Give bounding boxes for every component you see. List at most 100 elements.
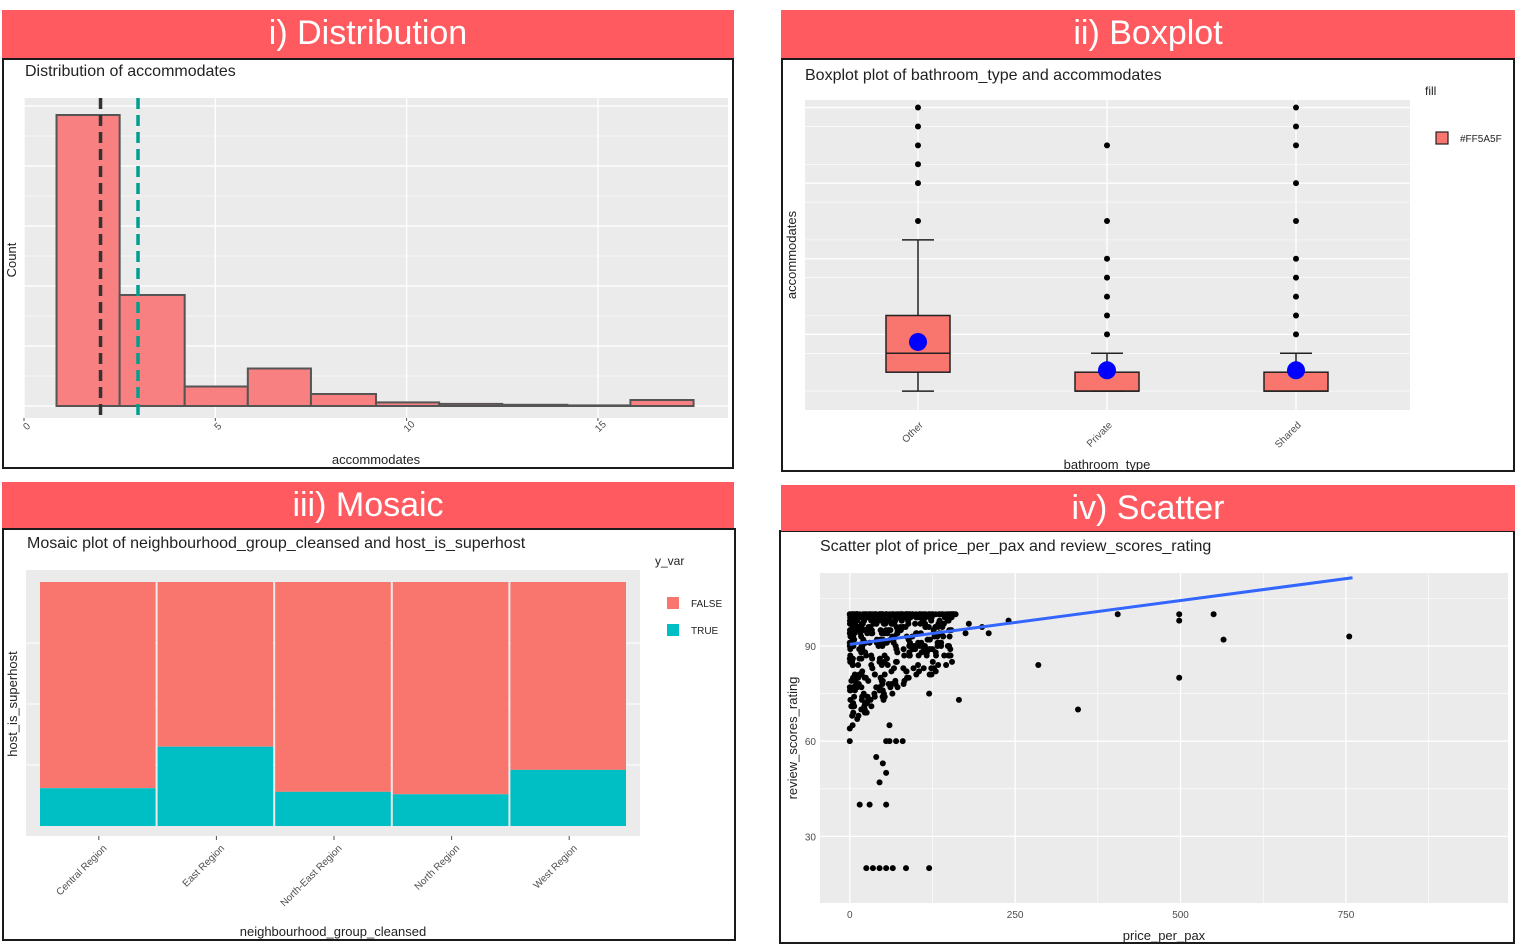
outlier-point (1104, 312, 1110, 319)
y-axis-label: Count (4, 242, 19, 277)
mosaic-tile-true (392, 794, 509, 826)
y-axis-label: review_scores_rating (785, 677, 800, 800)
scatter-point (913, 671, 920, 678)
x-tick-label: 750 (1338, 910, 1355, 921)
chart-title: Scatter plot of price_per_pax and review… (820, 538, 1211, 555)
scatter-point (865, 623, 872, 630)
scatter-point (892, 681, 899, 688)
scatter-point (918, 639, 925, 646)
scatter-point (905, 674, 912, 681)
legend-label-false: FALSE (691, 599, 722, 610)
scatter-point (858, 696, 865, 703)
scatter-point (860, 690, 867, 697)
scatter-point (934, 633, 941, 640)
y-tick-label: 90 (805, 642, 817, 653)
scatter-point (899, 738, 906, 745)
scatter-point (869, 630, 876, 637)
scatter-point (893, 623, 900, 630)
scatter-point (883, 801, 890, 808)
scatter-point (906, 652, 913, 659)
scatter-point (910, 646, 917, 653)
mosaic-tile-true (157, 746, 274, 826)
scatter-point (1176, 617, 1183, 624)
scatter-point (856, 801, 863, 808)
scatter-point (871, 671, 878, 678)
outlier-point (1293, 142, 1299, 149)
outlier-point (1104, 217, 1110, 224)
legend-title: fill (1425, 84, 1436, 98)
scatter-point (869, 865, 876, 872)
scatter-point (868, 662, 875, 669)
chart-mosaic: Mosaic plot of neighbourhood_group_clean… (5, 535, 722, 939)
histogram-bar (629, 399, 695, 407)
x-axis-label: bathroom_type (1064, 457, 1151, 472)
outlier-point (1104, 255, 1110, 262)
outlier-point (915, 104, 921, 111)
scatter-point (952, 611, 959, 618)
scatter-point (879, 760, 886, 767)
outlier-point (1293, 217, 1299, 224)
mosaic-tile-true (275, 791, 391, 826)
scatter-point (946, 642, 952, 649)
scatter-point (893, 738, 900, 745)
scatter-point (852, 677, 859, 684)
banner-scatter: iv) Scatter (781, 485, 1515, 531)
scatter-point (859, 668, 866, 675)
scatter-point (881, 658, 888, 665)
scatter-point (985, 630, 992, 637)
scatter-point (928, 617, 935, 624)
scatter-point (846, 738, 853, 745)
y-tick-label: 60 (805, 737, 817, 748)
scatter-point (926, 671, 933, 678)
scatter-point (879, 677, 886, 684)
scatter-point (855, 662, 862, 669)
banner-boxplot: ii) Boxplot (781, 10, 1515, 58)
scatter-point (1176, 674, 1183, 681)
mosaic-tile-false (275, 582, 391, 792)
banner-distribution: i) Distribution (2, 10, 734, 58)
banner-mosaic: iii) Mosaic (2, 482, 734, 528)
x-tick-label: 500 (1172, 910, 1189, 921)
scatter-point (917, 620, 924, 627)
outlier-point (1104, 274, 1110, 281)
scatter-point (849, 627, 856, 634)
outlier-point (1293, 180, 1299, 187)
chart-title: Mosaic plot of neighbourhood_group_clean… (27, 535, 526, 552)
scatter-point (876, 658, 883, 665)
scatter-point (889, 690, 896, 697)
scatter-point (910, 665, 917, 672)
scatter-point (901, 677, 908, 684)
scatter-point (850, 684, 857, 691)
mosaic-tile-false (40, 582, 156, 789)
scatter-point (855, 712, 862, 719)
scatter-point (939, 623, 946, 630)
scatter-point (926, 636, 933, 643)
scatter-point (863, 865, 870, 872)
outlier-point (915, 123, 921, 130)
scatter-point (1176, 611, 1183, 618)
outlier-point (1293, 104, 1299, 111)
scatter-point (868, 703, 875, 710)
scatter-point (870, 620, 877, 627)
scatter-point (903, 865, 909, 872)
scatter-point (948, 658, 955, 665)
scatter-point (1210, 611, 1217, 618)
outlier-point (1104, 142, 1110, 149)
mean-point (1287, 361, 1305, 380)
outlier-point (915, 217, 921, 224)
legend-title: y_var (655, 554, 684, 568)
scatter-point (938, 642, 945, 649)
scatter-point (861, 709, 868, 716)
scatter-point (965, 620, 972, 627)
x-tick-label: 250 (1007, 910, 1024, 921)
histogram-bar (55, 114, 121, 407)
scatter-point (1114, 611, 1121, 618)
histogram-bar (309, 393, 377, 407)
legend-key-true (667, 624, 679, 636)
outlier-point (1293, 331, 1299, 338)
scatter-point (889, 865, 896, 872)
legend-key (1435, 131, 1449, 145)
scatter-point (923, 649, 930, 656)
outlier-point (1293, 293, 1299, 300)
